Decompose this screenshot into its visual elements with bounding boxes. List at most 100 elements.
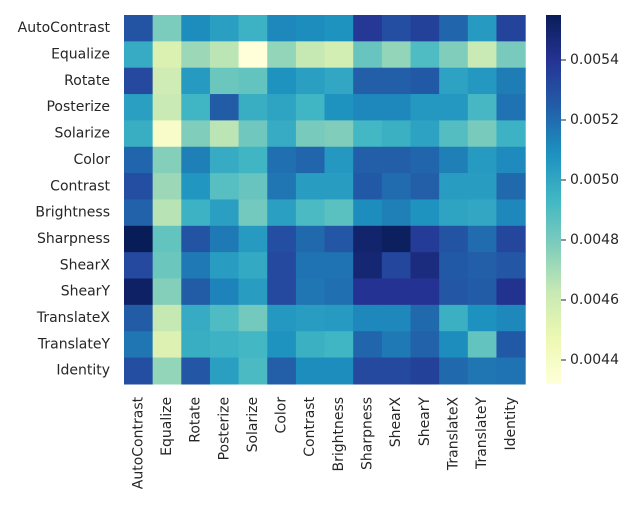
heatmap-cell bbox=[181, 278, 211, 306]
heatmap-cell bbox=[124, 94, 154, 121]
heatmap-cell bbox=[410, 173, 440, 201]
heatmap-cell bbox=[209, 41, 240, 69]
heatmap-cell bbox=[295, 41, 326, 69]
heatmap-cell bbox=[467, 94, 498, 121]
heatmap-cell bbox=[496, 146, 526, 174]
heatmap-cell bbox=[295, 146, 326, 174]
heatmap-cell bbox=[439, 146, 469, 174]
heatmap-cell bbox=[152, 278, 182, 306]
heatmap-cell bbox=[238, 278, 268, 306]
heatmap-cell bbox=[381, 94, 412, 121]
x-tick-label: ShearX bbox=[388, 397, 404, 448]
heatmap-cell bbox=[439, 331, 469, 359]
heatmap-cell bbox=[439, 41, 469, 69]
heatmap-cell bbox=[439, 278, 469, 306]
heatmap-cell bbox=[267, 15, 297, 42]
heatmap-cell bbox=[267, 225, 297, 253]
heatmap-cell bbox=[238, 146, 268, 174]
heatmap-cell bbox=[152, 94, 182, 121]
heatmap-cell bbox=[410, 41, 440, 69]
heatmap-cell bbox=[353, 252, 383, 280]
heatmap-cell bbox=[124, 67, 154, 95]
heatmap-cell bbox=[295, 225, 326, 253]
heatmap-cell bbox=[295, 67, 326, 95]
heatmap-cell bbox=[439, 67, 469, 95]
x-tick-label: Color bbox=[274, 397, 290, 434]
heatmap-cell bbox=[439, 94, 469, 121]
heatmap-cell bbox=[467, 278, 498, 306]
y-tick-label: Sharpness bbox=[37, 231, 110, 247]
heatmap-cell bbox=[267, 67, 297, 95]
heatmap-cell bbox=[124, 15, 154, 42]
colorbar-tick-label: 0.0050 bbox=[570, 172, 619, 188]
heatmap-cell bbox=[238, 199, 268, 227]
heatmap-cell bbox=[439, 15, 469, 42]
heatmap-cell bbox=[467, 304, 498, 332]
heatmap-cell bbox=[381, 15, 412, 42]
y-tick-label: Rotate bbox=[64, 73, 110, 89]
heatmap-cell bbox=[152, 146, 182, 174]
heatmap-cell bbox=[496, 304, 526, 332]
heatmap-cell bbox=[152, 15, 182, 42]
y-tick-label: Posterize bbox=[46, 99, 110, 115]
x-tick-label: TranslateX bbox=[445, 397, 461, 472]
y-tick-label: TranslateX bbox=[36, 310, 111, 326]
heatmap-cell bbox=[353, 173, 383, 201]
heatmap-cell bbox=[467, 41, 498, 69]
colorbar-tick-label: 0.0048 bbox=[570, 232, 619, 248]
heatmap-cell bbox=[295, 199, 326, 227]
heatmap-cell bbox=[267, 304, 297, 332]
heatmap-cell bbox=[381, 331, 412, 359]
heatmap-cell bbox=[267, 252, 297, 280]
heatmap-cell bbox=[238, 41, 268, 69]
heatmap-cell bbox=[267, 146, 297, 174]
heatmap-cell bbox=[353, 146, 383, 174]
heatmap-cell bbox=[238, 331, 268, 359]
x-tick-label: TranslateY bbox=[474, 396, 490, 470]
heatmap-cell bbox=[295, 15, 326, 42]
heatmap-cell bbox=[410, 252, 440, 280]
heatmap-cell bbox=[410, 304, 440, 332]
heatmap-cell bbox=[124, 278, 154, 306]
heatmap-cell bbox=[209, 94, 240, 121]
heatmap-cell bbox=[238, 120, 268, 148]
y-tick-label: Equalize bbox=[51, 47, 110, 63]
heatmap-cell bbox=[181, 120, 211, 148]
heatmap-cell bbox=[181, 146, 211, 174]
heatmap-cell bbox=[467, 15, 498, 42]
heatmap-cell bbox=[324, 304, 354, 332]
heatmap-cell bbox=[381, 225, 412, 253]
heatmap-cell bbox=[209, 199, 240, 227]
heatmap-cell bbox=[410, 225, 440, 253]
heatmap-cell bbox=[496, 67, 526, 95]
heatmap-cell bbox=[181, 41, 211, 69]
heatmap-cell bbox=[467, 67, 498, 95]
heatmap-cell bbox=[152, 120, 182, 148]
heatmap-cell bbox=[324, 120, 354, 148]
heatmap-cell bbox=[124, 146, 154, 174]
heatmap-cell bbox=[353, 357, 383, 385]
y-tick-label: Color bbox=[73, 152, 110, 168]
heatmap-cell bbox=[439, 173, 469, 201]
heatmap-cell bbox=[353, 120, 383, 148]
heatmap-cell bbox=[324, 15, 354, 42]
y-tick-label: Contrast bbox=[50, 178, 110, 194]
heatmap-cell bbox=[124, 199, 154, 227]
heatmap-cell bbox=[410, 146, 440, 174]
heatmap-cell bbox=[439, 357, 469, 385]
heatmap-cell bbox=[152, 41, 182, 69]
heatmap-cell bbox=[381, 357, 412, 385]
x-tick-label: Brightness bbox=[331, 397, 347, 472]
heatmap-cell bbox=[324, 173, 354, 201]
heatmap-cell bbox=[353, 41, 383, 69]
heatmap-cell bbox=[238, 94, 268, 121]
heatmap-cell bbox=[324, 252, 354, 280]
heatmap-cell bbox=[238, 252, 268, 280]
heatmap-cell bbox=[181, 357, 211, 385]
y-tick-label: TranslateY bbox=[37, 336, 111, 352]
heatmap-cell bbox=[181, 331, 211, 359]
heatmap-cell bbox=[209, 120, 240, 148]
x-tick-label: Equalize bbox=[159, 397, 175, 456]
y-tick-label: ShearX bbox=[60, 257, 111, 273]
